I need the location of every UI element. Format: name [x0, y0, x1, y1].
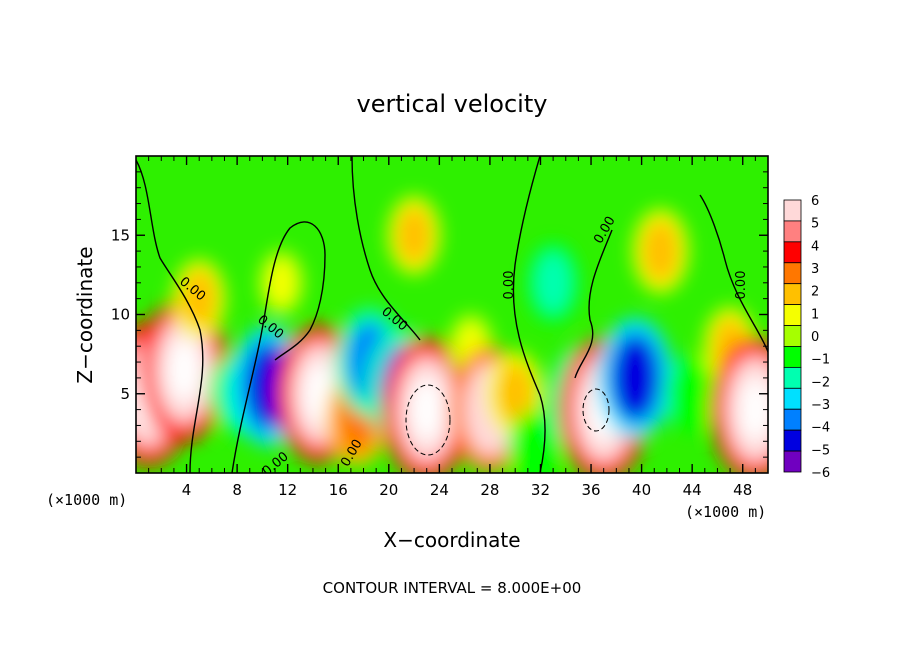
colorbar-swatch: [783, 241, 802, 264]
negative-contours: [405, 384, 610, 456]
x-axis-label: X−coordinate: [383, 528, 520, 552]
plot-area: 0.000.000.000.000.000.000.000.00: [136, 156, 768, 473]
velocity-cell: [516, 420, 552, 473]
velocity-cell: [642, 220, 679, 283]
zero-contour-line: [574, 229, 613, 379]
colorbar-swatch: [783, 304, 802, 326]
zero-contour-line: [512, 156, 546, 473]
chart-title: vertical velocity: [357, 90, 548, 118]
x-tick-label: 4: [182, 481, 192, 499]
velocity-cell: [266, 258, 297, 308]
x-tick-label: 36: [581, 481, 600, 499]
y-tick-label: 10: [111, 306, 130, 324]
colorbar-label: 1: [811, 307, 819, 322]
zero-contour-line: [699, 194, 768, 353]
x-tick-label: 24: [430, 481, 449, 499]
colorbar-swatch: [783, 408, 802, 431]
zero-contour-line: [136, 159, 204, 473]
colorbar-label: 6: [811, 194, 819, 209]
colorbar-label: −4: [811, 421, 830, 436]
colorbar-label: 4: [811, 239, 819, 254]
velocity-core: [410, 377, 443, 442]
velocity-cell: [674, 365, 710, 423]
colorbar-swatch: [783, 262, 802, 285]
colorbar-swatch: [783, 325, 802, 347]
velocity-cell: [496, 362, 534, 425]
colorbar-swatch: [783, 450, 802, 473]
velocity-cell: [396, 206, 432, 264]
colorbar-label: −6: [811, 466, 830, 481]
x-tick-label: 8: [232, 481, 242, 499]
x-tick-label: 40: [632, 481, 651, 499]
x-tick-label: 44: [683, 481, 702, 499]
colorbar-swatch: [783, 366, 802, 389]
y-tick-label: 15: [111, 226, 130, 244]
x-unit-label-left: (×1000 m): [46, 491, 127, 509]
colorbar-swatch: [783, 429, 802, 452]
negative-contour: [405, 384, 451, 456]
x-tick-label: 20: [379, 481, 398, 499]
y-axis-label: Z−coordinate: [73, 246, 97, 383]
y-axis-ticks: 5 10 15: [111, 171, 768, 458]
colorbar-label: 3: [811, 262, 819, 277]
y-tick-label: 5: [120, 385, 130, 403]
x-tick-label: 32: [531, 481, 550, 499]
x-axis-ticks: 4 8 12 16 20 24 28 32 36 40 44 48: [148, 156, 756, 499]
zero-contour-line: [351, 156, 421, 341]
colorbar: 6 5 4 3 2 1 0 −1 −2 −3 −4 −5 −6: [783, 194, 830, 481]
x-tick-label: 12: [278, 481, 297, 499]
colorbar-label: 5: [811, 217, 819, 232]
colorbar-swatch: [783, 346, 802, 368]
velocity-core: [167, 337, 201, 403]
x-tick-label: 48: [733, 481, 752, 499]
colorbar-label: 2: [811, 285, 819, 300]
contour-label: 0.00: [502, 271, 517, 300]
zero-contour-line: [231, 221, 326, 473]
velocity-cell: [610, 333, 661, 423]
colorbar-label: −5: [811, 443, 830, 458]
x-tick-label: 28: [480, 481, 499, 499]
velocity-cell: [534, 251, 572, 314]
colorbar-swatch: [783, 387, 802, 410]
contour-label: 0.00: [734, 271, 749, 300]
colorbar-label: 0: [811, 330, 819, 345]
colorbar-swatch: [783, 220, 802, 243]
colorbar-label: −2: [811, 375, 830, 390]
x-unit-label-right: (×1000 m): [685, 503, 766, 521]
colorbar-swatch: [783, 199, 802, 222]
colorbar-label: −1: [811, 353, 830, 368]
velocity-cell: [181, 269, 217, 328]
colorbar-label: −3: [811, 398, 830, 413]
colorbar-swatch: [783, 283, 802, 306]
negative-contour: [582, 388, 610, 432]
contour-interval-note: CONTOUR INTERVAL = 8.000E+00: [323, 579, 582, 597]
x-tick-label: 16: [329, 481, 348, 499]
zero-contours: [136, 156, 768, 473]
